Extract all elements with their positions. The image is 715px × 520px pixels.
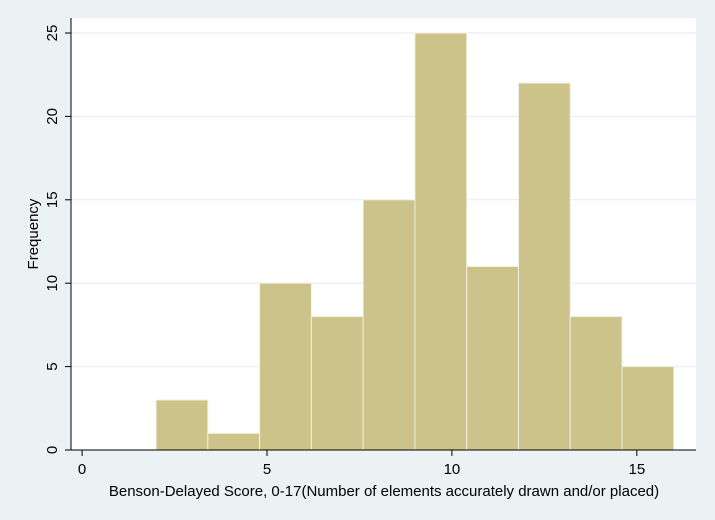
x-tick-label: 10 (444, 461, 461, 478)
x-ticks: 0 5 10 15 (78, 450, 645, 478)
histogram-bar (414, 32, 468, 451)
histogram-bar (569, 316, 623, 451)
y-axis-title: Frequency (25, 198, 42, 269)
y-tick-label: 20 (44, 108, 61, 125)
y-tick-label: 10 (44, 275, 61, 292)
histogram-bar (207, 432, 261, 451)
histogram-bar (310, 316, 364, 451)
x-axis-title: Benson-Delayed Score, 0-17(Number of ele… (109, 483, 659, 500)
y-tick-label: 0 (44, 446, 61, 454)
y-tick-label: 5 (44, 362, 61, 370)
histogram-bar (621, 366, 675, 451)
histogram-bar (155, 399, 209, 451)
x-tick-label: 15 (628, 461, 645, 478)
y-ticks: 0 5 10 15 20 25 (44, 25, 71, 454)
histogram-bar (259, 282, 312, 451)
x-tick-label: 5 (263, 461, 271, 478)
histogram-bar (517, 82, 571, 451)
y-tick-label: 25 (44, 25, 61, 42)
histogram-bar (466, 266, 519, 451)
histogram-bar (362, 199, 416, 451)
bars (155, 32, 675, 451)
y-tick-label: 15 (44, 191, 61, 208)
x-tick-label: 0 (78, 461, 86, 478)
